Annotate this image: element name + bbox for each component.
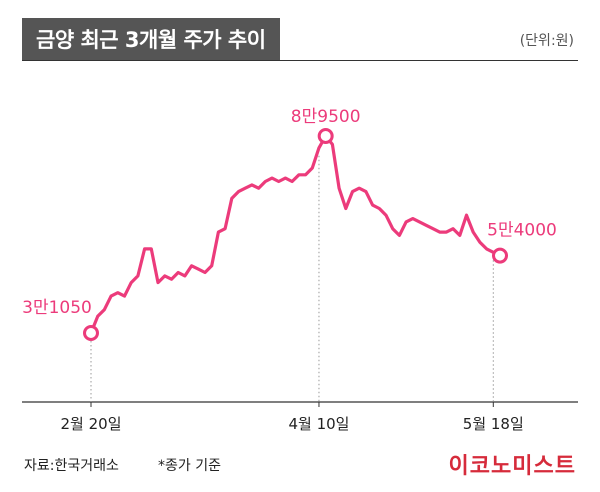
- basis-note: *종가 기준: [158, 458, 221, 474]
- highlight-point: [317, 128, 334, 144]
- x-tick-label: 4월 10일: [288, 415, 349, 433]
- highlight-point: [83, 325, 99, 341]
- chart-header: 금양 최근 3개월 주가 추이 (단위:원): [22, 18, 578, 61]
- x-tick-label: 2월 20일: [61, 415, 122, 433]
- unit-label: (단위:원): [519, 33, 574, 49]
- publisher-logo: 이코노미스트: [448, 454, 576, 479]
- source-note: 자료:한국거래소: [24, 458, 119, 474]
- highlight-point: [492, 247, 508, 264]
- chart-title: 금양 최근 3개월 주가 추이: [22, 18, 280, 60]
- x-tick-label: 5월 18일: [463, 415, 524, 433]
- price-line: [89, 134, 502, 335]
- data-label: 5만4000: [487, 221, 557, 241]
- data-label: 8만9500: [291, 107, 361, 127]
- data-label: 3만1050: [22, 298, 92, 318]
